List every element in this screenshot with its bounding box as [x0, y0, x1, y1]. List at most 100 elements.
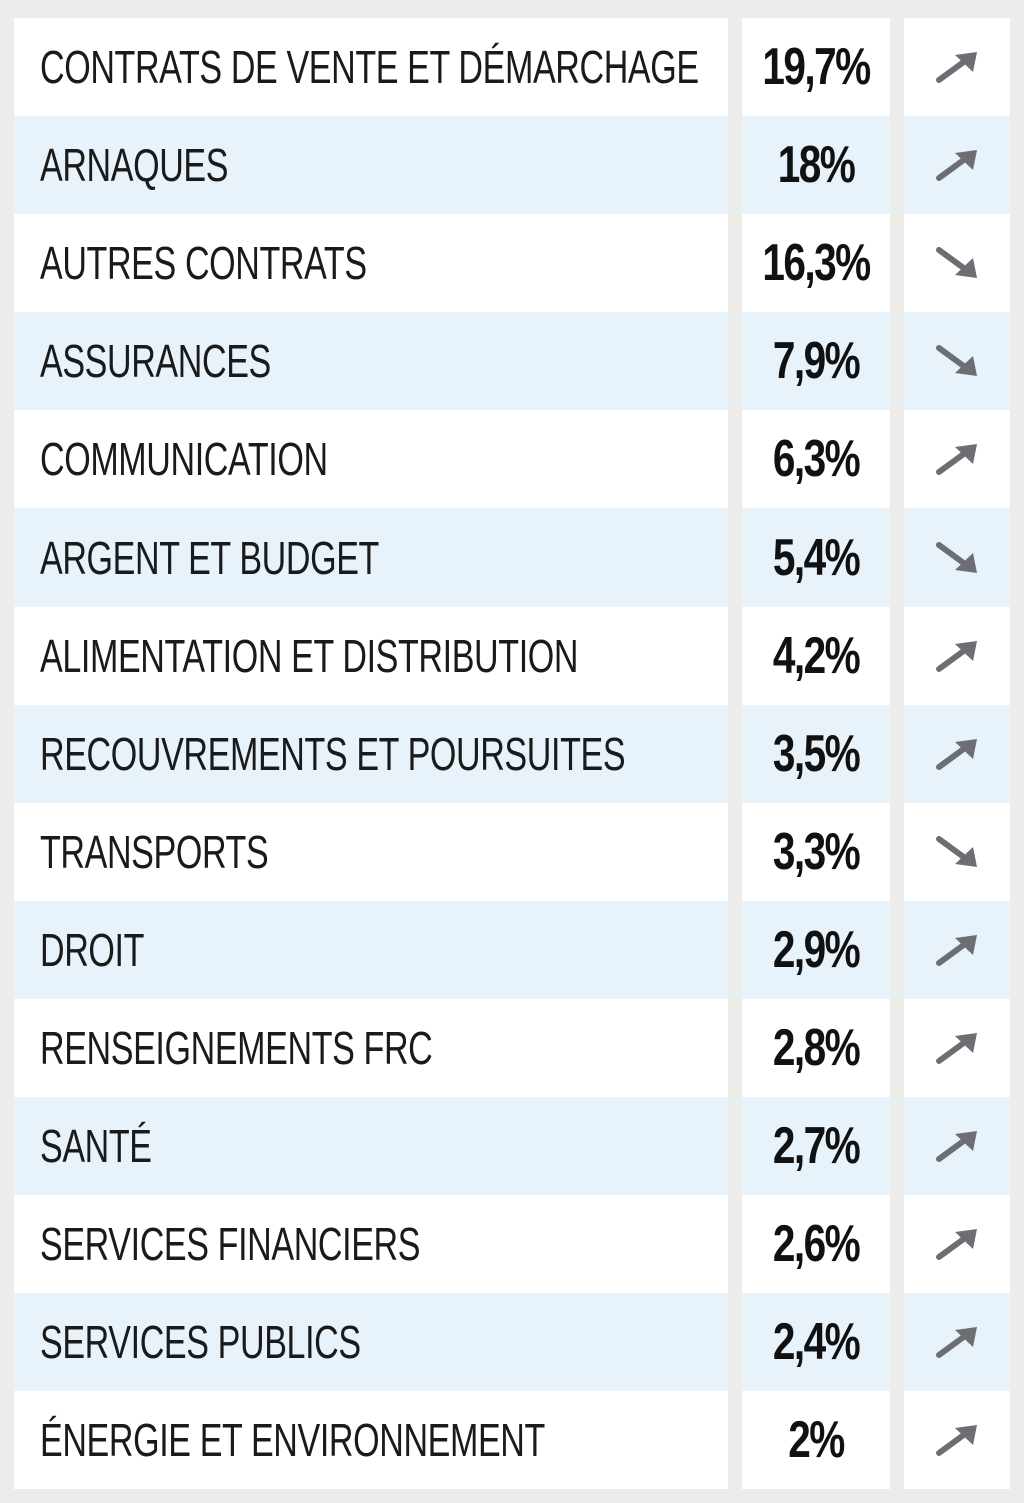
data-table: CONTRATS DE VENTE ET DÉMARCHAGE 19,7% ARNA…: [14, 18, 1010, 1490]
trend-cell: [904, 312, 1010, 411]
category-label: COMMUNICATION: [40, 433, 328, 486]
label-cell: DROIT: [14, 900, 728, 999]
label-cell: AUTRES CONTRATS: [14, 214, 728, 313]
percentage-value: 2%: [788, 1411, 845, 1470]
arrow-up-right-icon: [936, 1229, 977, 1261]
label-cell: SANTÉ: [14, 1097, 728, 1196]
value-cell: 2%: [742, 1391, 890, 1490]
trend-cell: [904, 1293, 1010, 1392]
table-row: ARNAQUES 18%: [14, 116, 1010, 215]
percentage-value: 16,3%: [762, 234, 871, 293]
percentage-value: 3,3%: [772, 822, 861, 881]
category-label: AUTRES CONTRATS: [40, 237, 367, 290]
arrow-up-right-icon: [936, 640, 977, 672]
value-cell: 16,3%: [742, 214, 890, 313]
label-cell: ÉNERGIE ET ENVIRONNEMENT: [14, 1391, 728, 1490]
percentage-value: 19,7%: [762, 38, 871, 97]
table-row: ÉNERGIE ET ENVIRONNEMENT 2%: [14, 1391, 1010, 1490]
percentage-value: 2,6%: [772, 1215, 861, 1274]
percentage-value: 2,8%: [772, 1018, 861, 1077]
category-label: SERVICES FINANCIERS: [40, 1218, 421, 1271]
value-cell: 2,9%: [742, 900, 890, 999]
value-cell: 2,4%: [742, 1293, 890, 1392]
arrow-down-right-icon: [936, 345, 977, 377]
value-cell: 7,9%: [742, 312, 890, 411]
label-cell: COMMUNICATION: [14, 410, 728, 509]
trend-cell: [904, 18, 1010, 117]
percentage-value: 7,9%: [772, 332, 861, 391]
percentage-value: 2,4%: [772, 1313, 861, 1372]
arrow-up-right-icon: [936, 150, 977, 182]
label-cell: ARGENT ET BUDGET: [14, 508, 728, 607]
trend-cell: [904, 998, 1010, 1098]
value-cell: 19,7%: [742, 18, 890, 117]
trend-cell: [904, 802, 1010, 901]
arrow-up-right-icon: [936, 1425, 977, 1457]
table-row: SERVICES FINANCIERS 2,6%: [14, 1195, 1010, 1294]
value-cell: 4,2%: [742, 606, 890, 705]
label-cell: TRANSPORTS: [14, 802, 728, 901]
value-cell: 18%: [742, 116, 890, 215]
table-row: RENSEIGNEMENTS FRC 2,8%: [14, 998, 1010, 1098]
trend-cell: [904, 606, 1010, 705]
arrow-up-right-icon: [936, 1327, 977, 1359]
value-cell: 6,3%: [742, 410, 890, 509]
percentage-value: 3,5%: [772, 724, 861, 783]
label-cell: CONTRATS DE VENTE ET DÉMARCHAGE: [14, 18, 728, 117]
arrow-down-right-icon: [936, 541, 977, 573]
trend-cell: [904, 214, 1010, 313]
trend-cell: [904, 1391, 1010, 1490]
trend-cell: [904, 410, 1010, 509]
table-row: TRANSPORTS 3,3%: [14, 802, 1010, 901]
category-label: ARGENT ET BUDGET: [40, 531, 379, 584]
table-row: DROIT 2,9%: [14, 900, 1010, 999]
value-cell: 3,3%: [742, 802, 890, 901]
trend-cell: [904, 508, 1010, 607]
category-label: ÉNERGIE ET ENVIRONNEMENT: [40, 1414, 545, 1467]
table-row: AUTRES CONTRATS 16,3%: [14, 214, 1010, 313]
table-row: ARGENT ET BUDGET 5,4%: [14, 508, 1010, 607]
category-label: TRANSPORTS: [40, 825, 269, 878]
arrow-up-right-icon: [936, 52, 977, 84]
arrow-down-right-icon: [936, 247, 977, 279]
percentage-value: 4,2%: [772, 626, 861, 685]
percentage-value: 2,9%: [772, 920, 861, 979]
table-row: CONTRATS DE VENTE ET DÉMARCHAGE 19,7%: [14, 18, 1010, 117]
value-cell: 2,8%: [742, 998, 890, 1098]
category-label: RENSEIGNEMENTS FRC: [40, 1021, 433, 1074]
value-cell: 5,4%: [742, 508, 890, 607]
percentage-value: 2,7%: [772, 1117, 861, 1176]
category-label: SANTÉ: [40, 1120, 152, 1173]
value-cell: 2,7%: [742, 1097, 890, 1196]
arrow-up-right-icon: [936, 1032, 977, 1064]
label-cell: RENSEIGNEMENTS FRC: [14, 998, 728, 1098]
category-label: DROIT: [40, 923, 145, 976]
percentage-value: 6,3%: [772, 430, 861, 489]
category-label: ASSURANCES: [40, 335, 271, 388]
trend-cell: [904, 1195, 1010, 1294]
label-cell: ARNAQUES: [14, 116, 728, 215]
trend-cell: [904, 900, 1010, 999]
percentage-value: 18%: [777, 136, 856, 195]
arrow-up-right-icon: [936, 1131, 977, 1163]
label-cell: SERVICES FINANCIERS: [14, 1195, 728, 1294]
table-row: COMMUNICATION 6,3%: [14, 410, 1010, 509]
table-row: ALIMENTATION ET DISTRIBUTION 4,2%: [14, 606, 1010, 705]
value-cell: 2,6%: [742, 1195, 890, 1294]
value-cell: 3,5%: [742, 704, 890, 803]
label-cell: SERVICES PUBLICS: [14, 1293, 728, 1392]
trend-cell: [904, 1097, 1010, 1196]
percentage-value: 5,4%: [772, 528, 861, 587]
label-cell: RECOUVREMENTS ET POURSUITES: [14, 704, 728, 803]
trend-cell: [904, 116, 1010, 215]
table-row: RECOUVREMENTS ET POURSUITES 3,5%: [14, 704, 1010, 803]
table-row: SANTÉ 2,7%: [14, 1097, 1010, 1196]
arrow-up-right-icon: [936, 444, 977, 476]
arrow-down-right-icon: [936, 835, 977, 867]
table-row: ASSURANCES 7,9%: [14, 312, 1010, 411]
category-label: CONTRATS DE VENTE ET DÉMARCHAGE: [40, 41, 699, 94]
label-cell: ASSURANCES: [14, 312, 728, 411]
category-label: ALIMENTATION ET DISTRIBUTION: [40, 629, 579, 682]
arrow-up-right-icon: [936, 738, 977, 770]
table-row: SERVICES PUBLICS 2,4%: [14, 1293, 1010, 1392]
